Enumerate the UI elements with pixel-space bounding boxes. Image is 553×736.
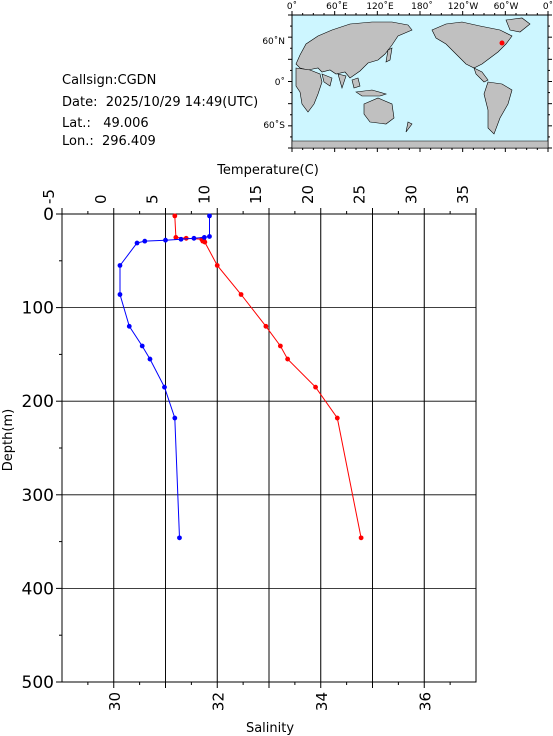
chart-grid xyxy=(61,213,477,683)
map-lon-label: 0˚ xyxy=(543,1,553,12)
longitude-text: Lon.: 296.409 xyxy=(62,134,156,149)
salinity-data-point xyxy=(139,343,145,349)
temperature-tick-label: 10 xyxy=(195,185,213,204)
map-lon-label: 60˚W xyxy=(494,1,519,12)
salinity-tick-label: 32 xyxy=(209,692,227,711)
temperature-data-point xyxy=(238,292,244,297)
depth-axis-label: Depth(m) xyxy=(1,409,16,471)
salinity-data-point xyxy=(191,235,197,241)
depth-tick-label: 500 xyxy=(22,673,54,693)
temperature-data-point xyxy=(263,323,269,329)
temperature-data-point xyxy=(173,235,179,240)
map-lon-label: 0˚ xyxy=(287,1,297,12)
salinity-data-point xyxy=(178,236,184,242)
salinity-data-point xyxy=(207,234,212,239)
station-marker-icon xyxy=(499,40,505,46)
chart-ticks xyxy=(56,208,477,688)
temperature-tick-label: 25 xyxy=(351,185,369,204)
map-frame xyxy=(288,11,552,152)
map-lat-label: 60˚S xyxy=(263,120,285,131)
salinity-tick-label: 36 xyxy=(416,692,434,711)
temperature-data-point xyxy=(277,343,283,349)
map-lat-label: 0˚ xyxy=(275,77,285,88)
temperature-profile-line xyxy=(174,215,362,538)
salinity-data-point xyxy=(126,323,132,329)
salinity-data-point xyxy=(201,235,207,240)
temperature-data-point xyxy=(313,384,318,390)
depth-tick-label: 0 xyxy=(43,205,54,225)
salinity-data-point xyxy=(163,237,168,243)
world-map: 0˚ 60˚E 120˚E 180˚ 120˚W 60˚W 0˚ 60˚N 0˚ 60˚S xyxy=(262,1,553,152)
salinity-data-point xyxy=(162,384,167,390)
depth-tick-label: 400 xyxy=(22,579,54,599)
salinity-data-point xyxy=(117,292,123,297)
temperature-tick-label: 0 xyxy=(92,194,110,204)
salinity-profile-line xyxy=(119,215,210,538)
temperature-tick-label: 35 xyxy=(454,185,472,204)
depth-tick-label: 100 xyxy=(22,299,54,319)
map-lon-label: 120˚E xyxy=(366,1,394,12)
temperature-data-point xyxy=(183,235,189,241)
map-lon-label: 120˚W xyxy=(448,1,479,12)
chart-series xyxy=(117,213,364,541)
salinity-axis-label: Salinity xyxy=(246,721,294,736)
depth-tick-label: 200 xyxy=(22,392,54,412)
temperature-axis-label: Temperature(C) xyxy=(216,163,319,178)
salinity-data-point xyxy=(147,356,153,362)
map-lon-label: 60˚E xyxy=(326,1,348,12)
map-lon-label: 180˚ xyxy=(411,1,433,12)
depth-tick-label: 300 xyxy=(22,486,54,506)
temperature-data-point xyxy=(202,239,208,245)
temperature-tick-label: 30 xyxy=(402,185,420,204)
temperature-tick-label: -5 xyxy=(40,189,58,204)
latitude-text: Lat.: 49.006 xyxy=(62,116,149,131)
salinity-tick-label: 30 xyxy=(106,692,124,711)
salinity-data-point xyxy=(177,535,182,541)
temperature-data-point xyxy=(358,535,364,541)
map-labels: 0˚ 60˚E 120˚E 180˚ 120˚W 60˚W 0˚ 60˚N 0˚ 60˚S xyxy=(262,1,553,131)
temperature-tick-label: 5 xyxy=(144,194,162,204)
temperature-tick-label: 15 xyxy=(247,185,265,204)
map-lat-label: 60˚N xyxy=(262,36,285,47)
temperature-data-point xyxy=(285,356,291,362)
salinity-data-point xyxy=(207,213,212,219)
temperature-tick-label: 20 xyxy=(299,185,317,204)
temperature-data-point xyxy=(214,263,220,268)
callsign-text: Callsign:CGDN xyxy=(62,73,157,88)
temperature-data-point xyxy=(334,415,340,421)
salinity-data-point xyxy=(117,263,123,268)
date-text: Date: 2025/10/29 14:49(UTC) xyxy=(62,95,259,110)
salinity-data-point xyxy=(134,240,140,246)
salinity-tick-label: 34 xyxy=(313,692,331,711)
map-land xyxy=(291,17,549,149)
temperature-data-point xyxy=(172,213,178,219)
salinity-data-point xyxy=(172,415,178,421)
salinity-data-point xyxy=(142,238,148,244)
